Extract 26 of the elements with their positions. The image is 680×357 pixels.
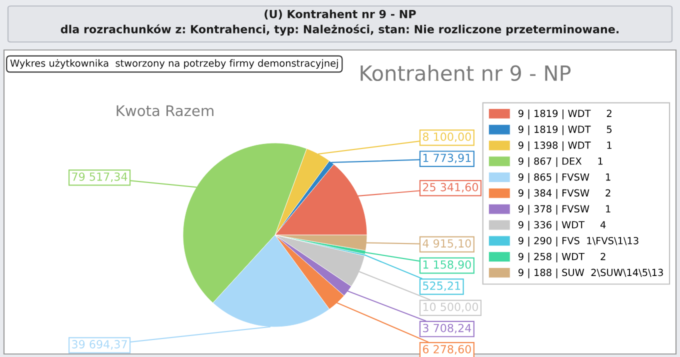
data-label: 1 773,91 xyxy=(423,154,471,164)
text: Kontrahent nr 9 - NP xyxy=(360,64,571,82)
data-label: 3 708,24 xyxy=(423,324,472,334)
data-label: 8 100,00 xyxy=(422,132,471,142)
legend-label: 9 | 1398 | WDT 1 xyxy=(518,141,612,152)
chart-title: (U) Kontrahent nr 9 - NP xyxy=(264,10,416,20)
legend-label: 9 | 290 | FVS 1\FVS\1\13 xyxy=(518,236,638,246)
text: Wykres użytkownika stworzony na potrzeby firmy demonstracyjnej xyxy=(10,59,338,69)
legend-label: 9 | 1819 | WDT 5 xyxy=(518,125,612,136)
legend-label: 9 | 378 | FVSW 1 xyxy=(518,204,610,215)
data-label: 1 158,90 xyxy=(423,260,471,270)
legend-label: 9 | 1819 | WDT 2 xyxy=(518,110,612,120)
data-label: 25 341,60 xyxy=(423,182,478,192)
legend-label: 9 | 867 | DEX 1 xyxy=(518,157,603,167)
data-label: 39 694,37 xyxy=(72,340,127,350)
legend-label: 9 | 865 | FVSW 1 xyxy=(518,173,610,183)
legend-label: 9 | 258 | WDT 2 xyxy=(518,252,606,262)
legend-label: 9 | 384 | FVSW 2 xyxy=(518,189,610,199)
data-label: 6 278,60 xyxy=(422,345,471,355)
text: Kwota Razem xyxy=(116,105,214,116)
data-label: 79 517,34 xyxy=(72,172,128,182)
data-label: 4 915,10 xyxy=(422,239,471,249)
chart-subtitle: dla rozrachunków z: Kontrahenci, typ: Należności, stan: Nie rozliczone przeterminowane. xyxy=(60,24,619,36)
legend-label: 9 | 336 | WDT 4 xyxy=(518,220,606,231)
data-label: 525,21 xyxy=(423,282,460,292)
legend-label: 9 | 188 | SUW 2\SUW\14\5\13 xyxy=(518,268,663,278)
